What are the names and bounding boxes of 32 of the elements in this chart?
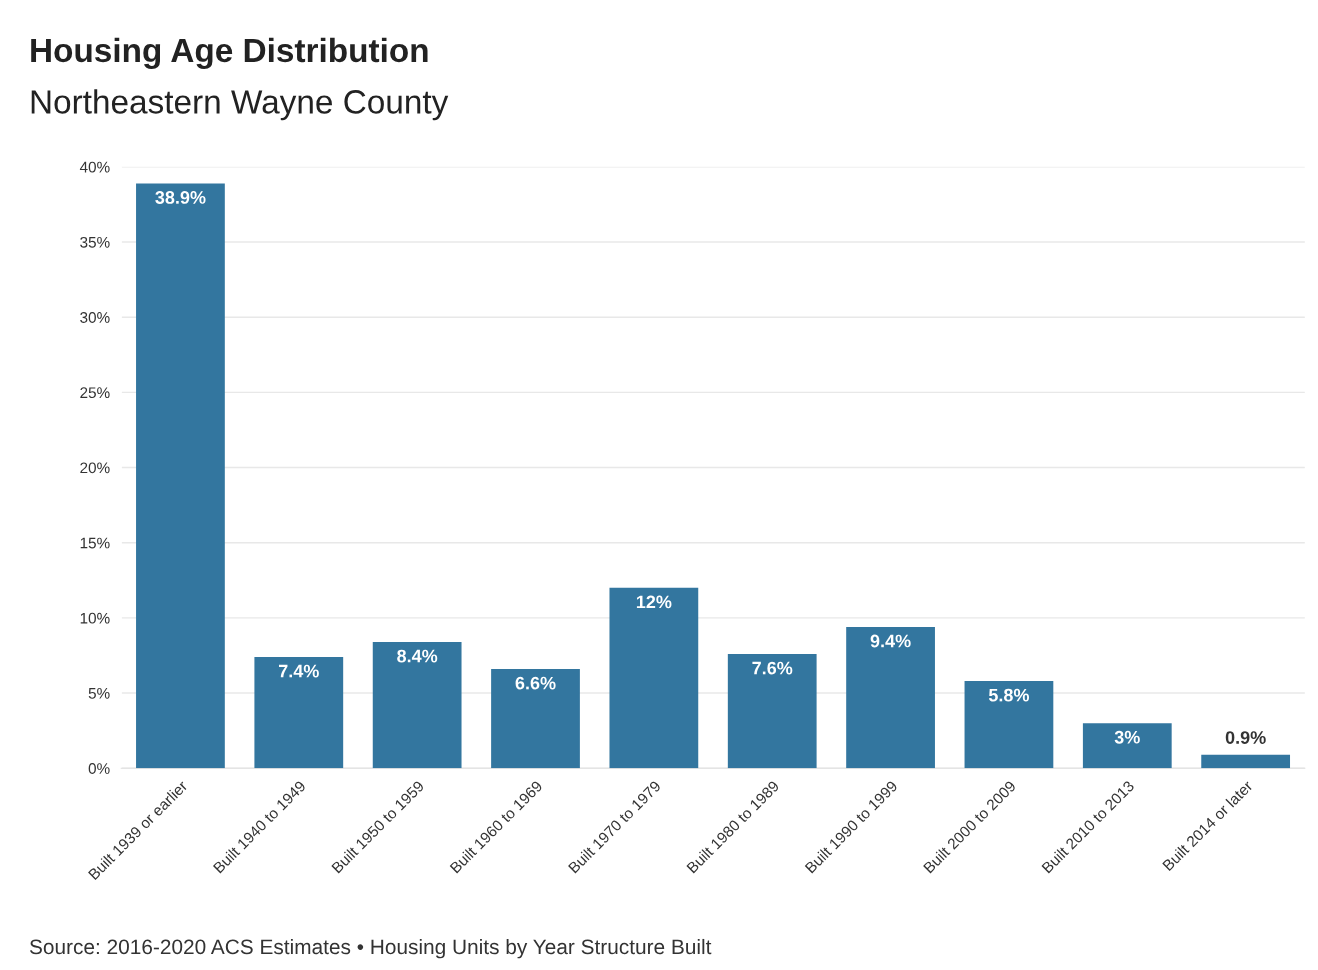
data-label: 9.4%: [870, 634, 911, 648]
data-label: 5.8%: [988, 688, 1030, 702]
y-tick-label: 5%: [88, 688, 110, 699]
bar: [1082, 723, 1172, 769]
y-tick-label: 0%: [88, 763, 110, 774]
y-tick-label: 10%: [80, 612, 110, 624]
y-tick-label: 20%: [80, 462, 110, 474]
data-label: 8.4%: [397, 649, 438, 663]
y-tick-label: 15%: [80, 537, 110, 549]
bar: [372, 641, 462, 769]
data-label: 0.9%: [1225, 731, 1266, 744]
chart-subtitle: Northeastern Wayne County: [31, 89, 449, 121]
data-label: 7.4%: [278, 664, 319, 678]
source-note: Source: 2016-2020 ACS Estimates • Housing Units by Year Structure Built: [29, 938, 712, 959]
bar: [727, 653, 817, 769]
bar: [609, 587, 699, 769]
y-tick-label: 40%: [79, 161, 110, 173]
data-label: 7.6%: [752, 661, 793, 675]
data-label: 12%: [636, 595, 672, 609]
bar: [846, 626, 935, 769]
bar: [964, 681, 1054, 769]
data-label: 3%: [1114, 730, 1140, 744]
y-tick-label: 35%: [80, 236, 110, 248]
bar: [254, 656, 344, 769]
bar: [491, 669, 580, 769]
chart-title: Housing Age Distribution: [31, 37, 428, 69]
data-label: 6.6%: [515, 676, 556, 690]
bar: [136, 183, 225, 769]
y-tick-label: 30%: [80, 312, 110, 323]
y-tick-label: 25%: [80, 387, 110, 399]
data-label: 38.9%: [155, 191, 206, 204]
bar: [1201, 754, 1291, 769]
